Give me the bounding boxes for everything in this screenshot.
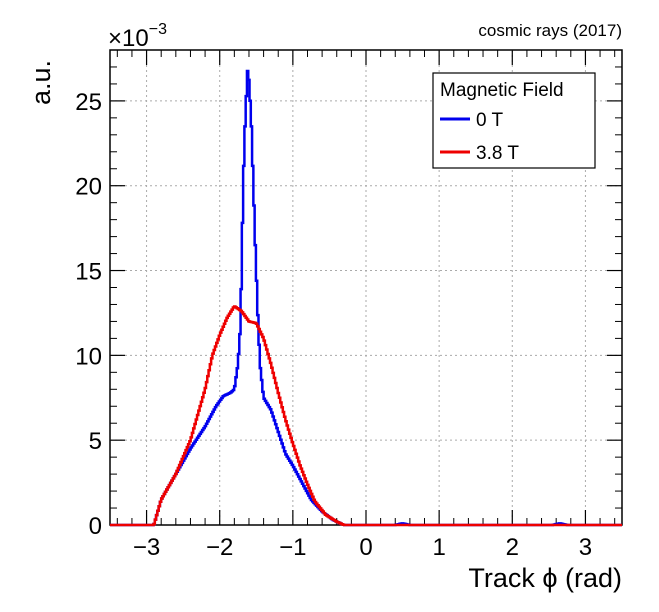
y-tick-label: 15: [75, 259, 102, 286]
x-tick-label: −2: [206, 534, 233, 561]
x-tick-label: 3: [579, 534, 592, 561]
legend-entry-1: 3.8 T: [476, 143, 519, 164]
y-multiplier-base: ×10: [108, 25, 149, 52]
y-tick-label: 10: [75, 343, 102, 370]
x-tick-label: −3: [133, 534, 160, 561]
y-axis: 0 5 10 15 20 25: [75, 66, 622, 540]
series-line-1: [110, 305, 622, 527]
x-tick-label: 0: [359, 534, 372, 561]
legend-entry-0: 0 T: [476, 110, 504, 131]
legend: Magnetic Field 0 T 3.8 T: [432, 72, 596, 169]
y-tick-label: 20: [75, 174, 102, 201]
x-axis-title: Track ϕ (rad): [468, 563, 622, 593]
x-tick-label: 2: [506, 534, 519, 561]
y-tick-label: 5: [89, 428, 102, 455]
annotation: cosmic rays (2017): [478, 21, 622, 40]
y-multiplier: ×10−3: [108, 21, 167, 52]
y-axis-title: a.u.: [26, 60, 56, 105]
y-multiplier-exponent: −3: [149, 21, 167, 38]
y-tick-label: 25: [75, 89, 102, 116]
legend-title: Magnetic Field: [440, 80, 564, 101]
x-axis: −3 −2 −1 0 1 2 3: [116, 50, 616, 561]
x-tick-label: 1: [432, 534, 445, 561]
x-tick-label: −1: [279, 534, 306, 561]
y-tick-label: 0: [89, 513, 102, 540]
series-layer: [110, 69, 622, 527]
